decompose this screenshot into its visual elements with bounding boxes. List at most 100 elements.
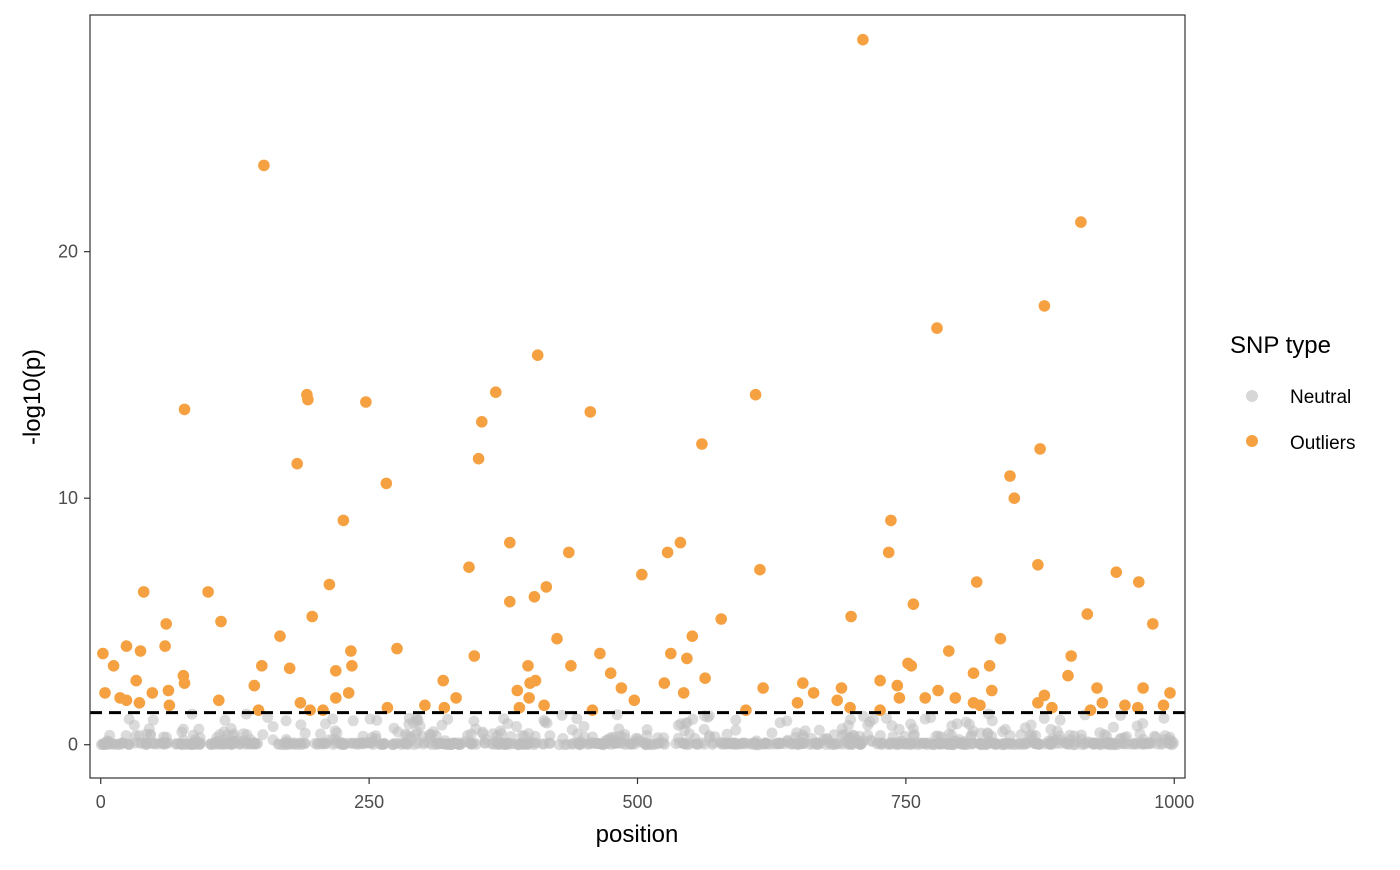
data-point-outlier	[658, 677, 671, 689]
data-point-outlier	[317, 704, 329, 716]
data-point-outlier	[258, 159, 270, 172]
data-point-outlier	[437, 674, 450, 687]
legend-key-outliers	[1246, 435, 1258, 447]
data-point-outlier	[202, 586, 214, 598]
data-point-neutral	[681, 717, 693, 728]
data-point-outlier	[1038, 300, 1051, 312]
data-point-neutral	[538, 714, 550, 726]
data-point-neutral	[479, 737, 491, 749]
data-point-outlier	[665, 647, 677, 660]
data-point-neutral	[893, 723, 905, 735]
data-point-neutral	[193, 723, 205, 735]
neutral-points-layer	[96, 708, 1179, 751]
data-point-neutral	[999, 738, 1010, 750]
data-point-outlier	[986, 684, 998, 697]
legend-title: SNP type	[1230, 332, 1331, 359]
outlier-points-layer	[97, 33, 1176, 716]
data-point-outlier	[882, 546, 895, 559]
data-point-neutral	[619, 732, 631, 744]
data-point-neutral	[538, 738, 550, 750]
data-point-neutral	[1158, 712, 1170, 724]
data-point-neutral	[833, 738, 845, 750]
data-point-outlier	[636, 568, 648, 581]
data-point-neutral	[610, 734, 622, 746]
data-point-outlier	[1065, 650, 1077, 662]
data-point-outlier	[604, 667, 617, 679]
data-point-outlier	[686, 630, 699, 642]
data-point-outlier	[994, 632, 1007, 645]
data-point-neutral	[1045, 723, 1057, 735]
data-point-outlier	[1110, 566, 1123, 578]
data-point-neutral	[211, 732, 223, 744]
data-point-neutral	[1054, 714, 1066, 726]
data-point-neutral	[315, 728, 326, 740]
data-point-outlier	[949, 692, 962, 704]
data-point-neutral	[267, 721, 279, 733]
data-point-outlier	[983, 660, 996, 672]
data-point-neutral	[730, 724, 742, 736]
data-point-neutral	[280, 715, 292, 727]
data-point-neutral	[573, 738, 585, 750]
data-point-neutral	[1088, 738, 1100, 750]
data-point-outlier	[513, 701, 526, 714]
data-point-neutral	[401, 729, 413, 741]
y-axis-title: -log10(p)	[19, 349, 46, 445]
data-point-neutral	[378, 737, 390, 749]
data-point-neutral	[919, 713, 931, 725]
data-point-neutral	[960, 716, 972, 728]
data-point-neutral	[1094, 727, 1106, 739]
data-point-outlier	[1091, 682, 1103, 694]
data-point-outlier	[749, 388, 762, 401]
x-axis-ticks: 0 250 500 750 1000	[96, 778, 1194, 812]
legend-label-neutral: Neutral	[1290, 387, 1351, 408]
data-point-outlier	[345, 645, 357, 657]
data-point-outlier	[974, 699, 986, 712]
data-point-outlier	[563, 546, 575, 559]
data-point-outlier	[294, 697, 307, 709]
data-point-neutral	[436, 719, 448, 731]
data-point-neutral	[1135, 737, 1147, 749]
data-point-neutral	[916, 738, 928, 750]
data-point-neutral	[221, 729, 233, 741]
data-point-neutral	[495, 728, 507, 740]
data-point-neutral	[905, 718, 917, 730]
data-point-outlier	[137, 586, 150, 598]
data-point-outlier	[1096, 697, 1109, 709]
data-point-neutral	[824, 737, 835, 749]
data-point-outlier	[677, 687, 690, 699]
data-point-outlier	[1137, 682, 1149, 694]
legend-key-neutral	[1246, 390, 1258, 402]
data-point-neutral	[736, 737, 748, 749]
data-point-outlier	[342, 687, 355, 699]
data-point-outlier	[845, 610, 857, 623]
data-point-outlier	[1157, 699, 1170, 712]
data-point-neutral	[387, 739, 399, 751]
y-tick-label: 20	[58, 242, 78, 262]
data-point-outlier	[797, 677, 809, 689]
data-point-neutral	[477, 728, 489, 740]
data-point-outlier	[523, 692, 535, 704]
data-point-outlier	[283, 662, 296, 675]
data-point-neutral	[233, 738, 245, 750]
data-point-neutral	[1015, 729, 1027, 741]
data-point-neutral	[130, 730, 141, 742]
data-point-neutral	[583, 738, 595, 750]
data-point-neutral	[1144, 737, 1156, 749]
data-point-neutral	[965, 738, 977, 750]
data-point-outlier	[1046, 701, 1058, 714]
data-point-neutral	[763, 738, 775, 750]
data-point-outlier	[107, 660, 120, 672]
data-point-neutral	[874, 730, 886, 741]
data-point-outlier	[346, 660, 358, 672]
data-point-outlier	[681, 652, 693, 665]
data-point-outlier	[531, 349, 544, 362]
data-point-outlier	[807, 687, 820, 699]
data-point-outlier	[874, 674, 886, 687]
data-point-neutral	[446, 739, 458, 750]
data-point-outlier	[468, 650, 481, 662]
data-point-outlier	[1004, 470, 1016, 482]
data-point-neutral	[934, 738, 946, 750]
data-point-outlier	[1147, 618, 1159, 630]
data-point-neutral	[571, 713, 583, 725]
data-point-outlier	[450, 692, 462, 704]
